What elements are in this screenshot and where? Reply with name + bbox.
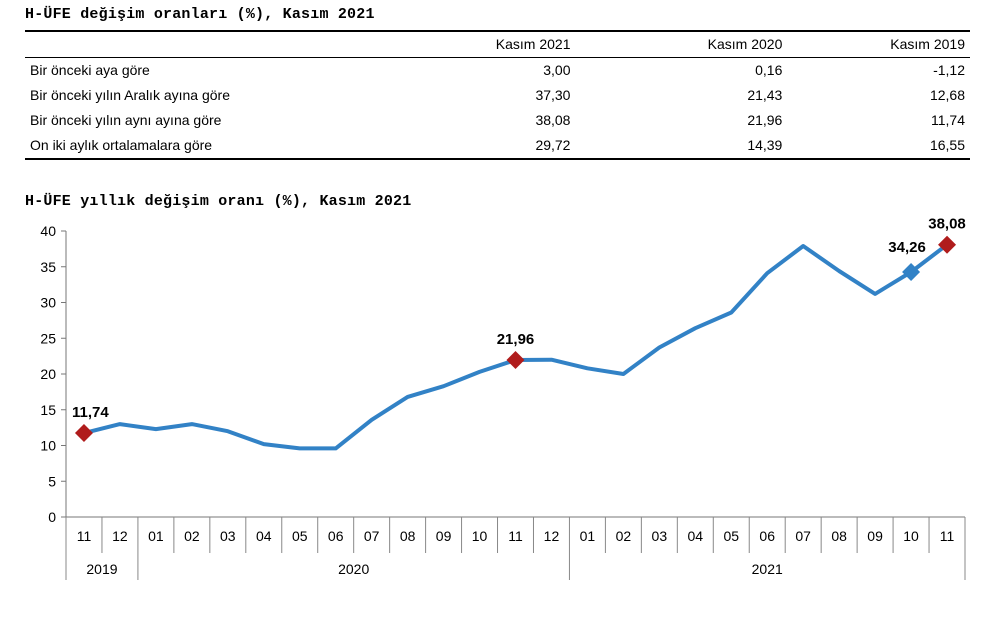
rates-table: Kasım 2021 Kasım 2020 Kasım 2019 Bir önc… [25, 30, 970, 160]
x-tick-label: 05 [292, 528, 308, 544]
y-tick-label: 0 [48, 509, 56, 525]
x-tick-label: 12 [112, 528, 128, 544]
data-label: 38,08 [928, 216, 966, 233]
table-title: H-ÜFE değişim oranları (%), Kasım 2021 [25, 6, 375, 23]
x-tick-label: 01 [148, 528, 164, 544]
data-label: 11,74 [72, 404, 109, 421]
x-tick-label: 08 [831, 528, 847, 544]
x-tick-label: 08 [400, 528, 416, 544]
table-cell: 0,16 [755, 62, 783, 78]
y-tick-label: 35 [40, 259, 56, 275]
x-tick-label: 02 [616, 528, 632, 544]
row-label: On iki aylık ortalamalara göre [30, 137, 213, 153]
column-header [25, 31, 344, 58]
table-cell: 21,43 [747, 87, 783, 103]
table-row: Bir önceki yılın Aralık ayına göre 37,30… [25, 83, 970, 108]
x-tick-label: 09 [867, 528, 883, 544]
column-header: Kasım 2020 [707, 36, 783, 52]
x-tick-label: 07 [364, 528, 380, 544]
table-cell: 29,72 [535, 137, 571, 153]
year-label: 2019 [86, 561, 117, 577]
row-label: Bir önceki yılın Aralık ayına göre [30, 87, 230, 103]
x-tick-label: 04 [688, 528, 704, 544]
table-cell: 11,74 [931, 112, 965, 128]
table-cell: 14,39 [747, 137, 783, 153]
data-point-marker [902, 263, 921, 282]
x-tick-label: 09 [436, 528, 452, 544]
x-tick-label: 11 [508, 528, 523, 544]
data-point-marker [938, 235, 957, 254]
data-point-marker [74, 424, 93, 443]
x-tick-label: 06 [759, 528, 775, 544]
table-row: On iki aylık ortalamalara göre 29,72 14,… [25, 133, 970, 159]
y-tick-label: 30 [40, 295, 56, 311]
year-label: 2021 [752, 561, 783, 577]
y-tick-label: 40 [40, 223, 56, 239]
column-header: Kasım 2019 [890, 36, 965, 52]
table-header-row: Kasım 2021 Kasım 2020 Kasım 2019 [25, 31, 970, 58]
y-tick-label: 20 [40, 366, 56, 382]
y-tick-label: 10 [40, 438, 56, 454]
table-row: Bir önceki aya göre 3,00 0,16 -1,12 [25, 58, 970, 84]
x-tick-label: 03 [220, 528, 236, 544]
x-tick-label: 07 [795, 528, 811, 544]
x-tick-label: 04 [256, 528, 272, 544]
x-tick-label: 03 [652, 528, 668, 544]
table-cell: 21,96 [747, 112, 783, 128]
row-label: Bir önceki yılın aynı ayına göre [30, 112, 222, 128]
y-tick-label: 25 [40, 330, 56, 346]
x-tick-label: 11 [940, 528, 955, 544]
table-row: Bir önceki yılın aynı ayına göre 38,08 2… [25, 108, 970, 133]
table-cell: 37,30 [535, 87, 571, 103]
x-tick-label: 02 [184, 528, 200, 544]
column-header: Kasım 2021 [495, 36, 571, 52]
chart-title: H-ÜFE yıllık değişim oranı (%), Kasım 20… [25, 193, 412, 210]
x-tick-label: 10 [903, 528, 919, 544]
y-tick-label: 5 [48, 473, 56, 489]
x-tick-label: 01 [580, 528, 596, 544]
table-cell: 3,00 [543, 62, 571, 78]
row-label: Bir önceki aya göre [30, 62, 150, 78]
data-label: 21,96 [497, 331, 535, 348]
data-label: 34,26 [888, 239, 926, 256]
x-tick-label: 06 [328, 528, 344, 544]
x-tick-label: 05 [723, 528, 739, 544]
x-tick-label: 11 [77, 528, 92, 544]
table-cell: 12,68 [929, 87, 965, 103]
table-cell: 16,55 [929, 137, 965, 153]
x-tick-label: 12 [544, 528, 560, 544]
table-cell: -1,12 [933, 62, 965, 78]
data-point-marker [506, 350, 525, 369]
y-tick-label: 15 [40, 402, 56, 418]
x-tick-label: 10 [472, 528, 488, 544]
table-cell: 38,08 [535, 112, 571, 128]
year-label: 2020 [338, 561, 369, 577]
